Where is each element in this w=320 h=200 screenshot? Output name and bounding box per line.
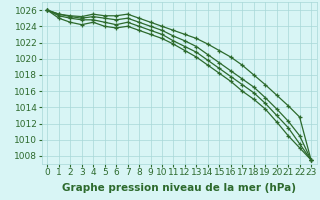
X-axis label: Graphe pression niveau de la mer (hPa): Graphe pression niveau de la mer (hPa) (62, 183, 296, 193)
